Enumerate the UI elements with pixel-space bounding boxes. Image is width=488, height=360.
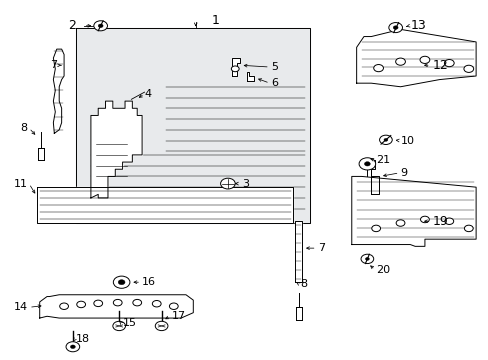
Circle shape [464,225,472,231]
Circle shape [66,342,80,352]
Circle shape [70,345,75,348]
Text: 11: 11 [14,179,27,189]
Circle shape [60,303,68,310]
Circle shape [113,300,122,306]
Circle shape [371,225,380,231]
Circle shape [358,158,375,170]
Circle shape [152,301,161,307]
Text: 19: 19 [431,215,447,228]
Circle shape [373,64,383,72]
Polygon shape [370,160,378,194]
Text: 7: 7 [50,60,57,70]
Polygon shape [91,101,142,198]
Text: 16: 16 [142,277,156,287]
Circle shape [77,301,85,308]
Polygon shape [356,30,475,87]
Circle shape [463,65,473,72]
Circle shape [113,321,125,330]
Polygon shape [53,49,64,134]
Text: 13: 13 [409,19,425,32]
Text: 4: 4 [144,89,151,99]
Circle shape [395,220,404,226]
Text: 21: 21 [375,155,389,165]
Circle shape [220,178,235,189]
Text: 10: 10 [400,136,414,145]
Polygon shape [76,28,310,223]
Text: 7: 7 [317,243,324,253]
Polygon shape [40,295,193,318]
Text: 8: 8 [20,123,27,133]
Circle shape [365,257,368,260]
Text: 1: 1 [211,14,219,27]
Text: 14: 14 [13,302,27,312]
Polygon shape [295,221,302,282]
Circle shape [98,24,103,28]
Circle shape [364,162,369,166]
Circle shape [169,303,178,310]
Circle shape [118,280,125,285]
Text: 6: 6 [271,78,278,88]
Text: 12: 12 [431,59,447,72]
Polygon shape [351,176,475,246]
Circle shape [379,135,391,144]
Circle shape [133,300,142,306]
Text: 8: 8 [300,279,307,289]
Circle shape [444,218,453,225]
Circle shape [155,321,167,330]
Circle shape [383,138,387,141]
Text: 5: 5 [271,62,278,72]
Text: 20: 20 [375,265,389,275]
Circle shape [113,276,130,288]
Circle shape [231,66,239,72]
Circle shape [419,56,429,63]
Circle shape [420,216,428,223]
Text: 9: 9 [400,168,407,178]
Text: 2: 2 [68,19,76,32]
Text: 15: 15 [122,319,136,328]
Text: 3: 3 [242,179,248,189]
Text: 18: 18 [76,333,90,343]
Circle shape [444,59,453,67]
Circle shape [388,23,402,33]
Polygon shape [37,187,293,223]
Circle shape [94,300,102,307]
Circle shape [395,58,405,65]
Polygon shape [246,72,254,81]
Circle shape [360,254,373,264]
Circle shape [392,26,397,30]
Circle shape [94,21,107,31]
Text: 17: 17 [171,311,185,321]
Polygon shape [232,58,239,76]
